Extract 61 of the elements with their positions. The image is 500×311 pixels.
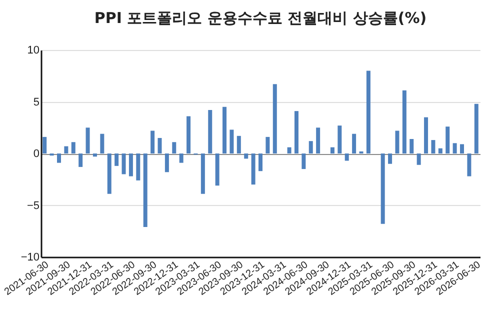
bar <box>136 154 140 180</box>
bar <box>172 142 176 154</box>
bar <box>78 154 83 167</box>
y-tick-label: 0 <box>33 148 40 160</box>
bar <box>424 117 428 154</box>
bar <box>164 154 169 172</box>
bar <box>467 154 472 176</box>
bar <box>42 136 47 154</box>
bar <box>230 130 234 154</box>
bar <box>107 154 112 194</box>
bar <box>150 130 155 154</box>
bar <box>302 154 306 170</box>
bar <box>266 136 270 154</box>
bar <box>438 148 442 154</box>
bar <box>258 154 262 172</box>
bar <box>431 140 436 154</box>
bar <box>222 106 227 154</box>
bar <box>158 138 162 154</box>
bar <box>186 116 191 154</box>
bar <box>143 154 148 227</box>
bar <box>287 147 292 154</box>
bar <box>122 154 126 174</box>
chart-title: PPI 포트폴리오 운용수수료 전월대비 상승률(%) <box>94 9 427 27</box>
bar <box>215 154 220 186</box>
bar <box>410 139 414 154</box>
y-tick-label: 5 <box>33 96 40 108</box>
bar <box>179 154 184 163</box>
bar <box>114 154 119 166</box>
bar <box>244 154 248 159</box>
y-tick-label: −10 <box>20 252 40 264</box>
bar <box>474 104 478 154</box>
bar <box>416 154 421 165</box>
bar <box>366 70 370 154</box>
bar <box>100 134 104 154</box>
bar <box>388 154 392 164</box>
bar <box>352 134 356 154</box>
bar <box>272 84 277 154</box>
bar <box>251 154 256 185</box>
bar <box>330 147 334 154</box>
bar <box>71 142 76 154</box>
y-tick-label: 10 <box>27 44 40 56</box>
bar <box>395 130 400 154</box>
bar <box>56 154 61 163</box>
bar <box>128 154 133 176</box>
y-tick-label: −5 <box>26 200 40 212</box>
bar <box>452 143 457 154</box>
bar <box>344 154 349 161</box>
bar <box>64 146 68 154</box>
bar <box>338 126 342 154</box>
bar <box>380 154 385 224</box>
bar <box>294 111 298 154</box>
bar <box>86 128 90 154</box>
bar <box>208 110 212 154</box>
bar <box>446 126 450 154</box>
bar <box>460 144 464 154</box>
bar <box>308 141 313 154</box>
bar <box>402 90 406 154</box>
bar <box>236 136 241 154</box>
bar <box>200 154 205 194</box>
bar <box>92 154 97 157</box>
bar <box>316 128 320 154</box>
